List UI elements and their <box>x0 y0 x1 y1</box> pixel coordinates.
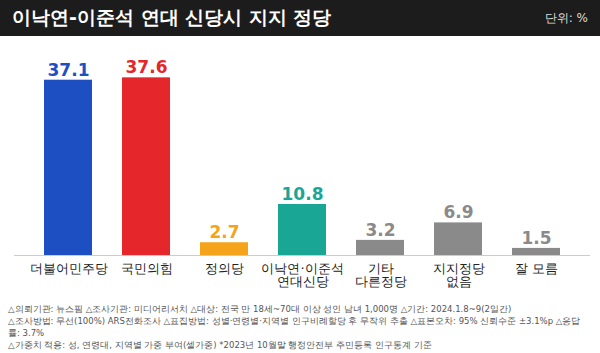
svg-text:3.2: 3.2 <box>365 220 395 240</box>
html-text:단위: %: 단위: % <box>544 10 588 25</box>
svg-text:2.7: 2.7 <box>209 222 239 242</box>
svg-text:이낙연·이준석연대신당: 이낙연·이준석연대신당 <box>261 261 343 289</box>
svg-text:국민의힘: 국민의힘 <box>121 261 173 276</box>
svg-text:6.9: 6.9 <box>443 202 473 222</box>
svg-text:기타다른정당: 기타다른정당 <box>355 261 407 289</box>
svg-text:37.1: 37.1 <box>48 60 90 80</box>
svg-text:37.6: 37.6 <box>126 57 168 77</box>
html-text:△조사방법: 무선(100%) ARS전화조사 △표집방법:: △조사방법: 무선(100%) ARS전화조사 △표집방법: 성별·연령별·지역… <box>8 316 581 338</box>
svg-text:10.8: 10.8 <box>282 184 324 204</box>
svg-text:더불어민주당: 더불어민주당 <box>30 261 108 276</box>
html-text:△가중치 적용: 성, 연령대, 지역별 가중 부여(셀가중: △가중치 적용: 성, 연령대, 지역별 가중 부여(셀가중) *2023년 1… <box>8 340 432 350</box>
svg-text:정의당: 정의당 <box>205 261 244 276</box>
svg-text:지지정당없음: 지지정당없음 <box>433 261 485 289</box>
svg-text:잘 모름: 잘 모름 <box>515 261 558 276</box>
svg-text:1.5: 1.5 <box>521 228 551 248</box>
html-text:이낙연-이준석 연대 신당시 지지 정당: 이낙연-이준석 연대 신당시 지지 정당 <box>12 6 332 28</box>
html-text:△의뢰기관: 뉴스핌 △조사기관: 미디어리서치 △대상:: △의뢰기관: 뉴스핌 △조사기관: 미디어리서치 △대상: 전국 만 18세~7… <box>8 304 512 314</box>
